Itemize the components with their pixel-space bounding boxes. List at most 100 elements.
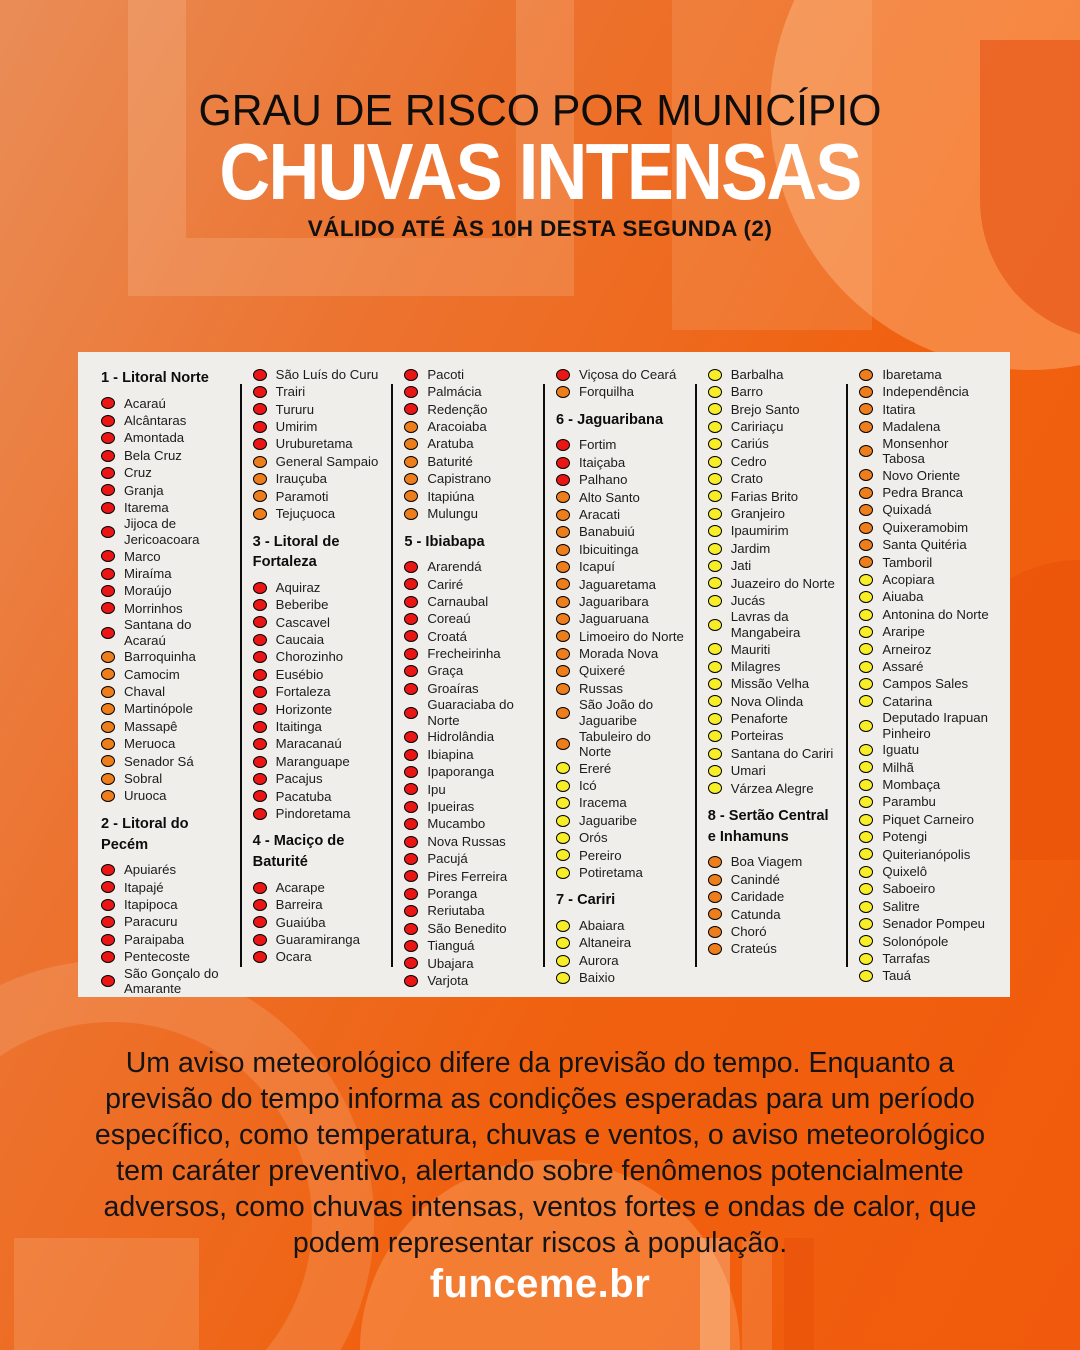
risk-dot-red-icon — [252, 738, 267, 751]
municipality-item: Aracoiaba — [404, 418, 534, 435]
municipality-item: Uruburetama — [252, 436, 383, 453]
risk-dot-red-icon — [404, 647, 419, 660]
municipality-item: São Luís do Curu — [252, 366, 383, 383]
municipality-item: Saboeiro — [859, 880, 989, 897]
municipality-label: General Sampaio — [275, 453, 379, 469]
risk-dot-yellow-icon — [556, 971, 571, 984]
municipality-item: Paraipaba — [101, 931, 231, 948]
municipality-item: Apuiarés — [101, 861, 231, 878]
risk-dot-orange-icon — [404, 420, 419, 433]
risk-dot-yellow-icon — [707, 542, 722, 555]
municipality-item: Quixeramobim — [859, 519, 989, 536]
municipality-label: Baixio — [579, 970, 615, 986]
warning-explanation: Um aviso meteorológico difere da previsã… — [94, 1047, 986, 1259]
municipality-item: Deputado Irapuan Pinheiro — [859, 710, 989, 741]
municipality-label: Granja — [124, 482, 164, 498]
municipality-label: Guaraciaba do Norte — [427, 697, 514, 728]
municipality-label: Ibiapina — [427, 746, 474, 762]
risk-dot-red-icon — [556, 368, 571, 381]
municipality-item: Parambu — [859, 794, 989, 811]
municipality-label: Granjeiro — [730, 506, 785, 522]
municipality-label: Palhano — [579, 472, 628, 488]
risk-dot-red-icon — [252, 951, 267, 964]
risk-dot-red-icon — [252, 651, 267, 664]
municipality-item: Nova Olinda — [707, 693, 838, 710]
risk-dot-yellow-icon — [859, 865, 874, 878]
risk-dot-yellow-icon — [859, 660, 874, 673]
municipality-item: Independência — [859, 383, 989, 400]
risk-dot-red-icon — [252, 933, 267, 946]
municipality-item: Jaguaruana — [556, 610, 686, 627]
risk-dot-orange-icon — [252, 455, 267, 468]
municipality-label: Aquiraz — [275, 579, 321, 595]
risk-dot-yellow-icon — [707, 386, 722, 399]
risk-dot-orange-icon — [859, 445, 874, 458]
risk-dot-yellow-icon — [707, 455, 722, 468]
risk-dot-red-icon — [252, 368, 267, 381]
municipality-label: Redenção — [427, 401, 488, 417]
risk-dot-red-icon — [252, 685, 267, 698]
risk-dot-yellow-icon — [707, 643, 722, 656]
validity-subtitle: VÁLIDO ATÉ ÀS 10H DESTA SEGUNDA (2) — [307, 216, 773, 241]
municipality-label: Arneiroz — [882, 641, 932, 657]
municipality-label: Guaramiranga — [275, 931, 360, 947]
municipality-label: Deputado Irapuan Pinheiro — [882, 710, 988, 741]
municipality-label: Guaiúba — [275, 914, 326, 930]
risk-dot-red-icon — [404, 939, 419, 952]
risk-dot-red-icon — [556, 473, 571, 486]
municipality-label: Pereiro — [579, 847, 622, 863]
risk-dot-red-icon — [404, 578, 419, 591]
municipality-label: Catarina — [882, 693, 933, 709]
municipality-label: Jaguaribara — [579, 593, 649, 609]
municipality-label: Beberibe — [275, 597, 329, 613]
municipality-item: Aurora — [556, 952, 686, 969]
municipality-label: Tauá — [882, 968, 911, 984]
risk-column: 1 - Litoral Norte Acaraú Alcântaras Amontad… — [90, 364, 240, 996]
municipality-item: Santana do Acaraú — [101, 617, 231, 648]
municipality-label: Tamboril — [882, 554, 933, 570]
municipality-label: Paracuru — [124, 914, 178, 930]
municipality-item: Pedra Branca — [859, 484, 989, 501]
municipality-item: Granja — [101, 482, 231, 499]
risk-dot-red-icon — [404, 765, 419, 778]
municipality-label: Icó — [579, 777, 597, 793]
risk-dot-red-icon — [252, 403, 267, 416]
municipality-item: Aquiraz — [252, 579, 383, 596]
risk-dot-yellow-icon — [707, 619, 722, 632]
municipality-item: Guaraciaba do Norte — [404, 697, 534, 728]
municipality-label: Marco — [124, 548, 161, 564]
municipality-item: Tarrafas — [859, 950, 989, 967]
risk-dot-orange-icon — [404, 507, 419, 520]
municipality-item: Miraíma — [101, 565, 231, 582]
municipality-label: Acarape — [275, 879, 325, 895]
municipality-label: Sobral — [124, 770, 163, 786]
risk-dot-red-icon — [101, 466, 115, 479]
municipality-label: Alto Santo — [579, 489, 640, 505]
municipality-label: Forquilha — [579, 384, 634, 400]
municipality-label: Caucaia — [275, 632, 325, 648]
municipality-label: Milagres — [730, 658, 781, 674]
municipality-item: Araripe — [859, 623, 989, 640]
risk-dot-orange-icon — [556, 630, 571, 643]
risk-dot-yellow-icon — [707, 490, 722, 503]
municipality-item: Itapajé — [101, 879, 231, 896]
municipality-item: Russas — [556, 680, 686, 697]
municipality-item: Senador Sá — [101, 753, 231, 770]
municipality-label: Camocim — [124, 666, 180, 682]
municipality-item: Catunda — [707, 906, 838, 923]
municipality-item: Guaramiranga — [252, 931, 383, 948]
risk-dot-red-icon — [252, 668, 267, 681]
municipality-label: Brejo Santo — [730, 401, 800, 417]
risk-dot-red-icon — [404, 368, 419, 381]
risk-dot-orange-icon — [404, 455, 419, 468]
municipality-item: Varjota — [404, 972, 534, 989]
municipality-label: Limoeiro do Norte — [579, 628, 684, 644]
risk-dot-yellow-icon — [859, 591, 874, 604]
municipality-label: Varjota — [427, 972, 469, 988]
municipality-item: Alcântaras — [101, 412, 231, 429]
risk-dot-red-icon — [404, 731, 419, 744]
region-header: 5 - Ibiabapa — [404, 533, 485, 550]
municipality-item: Várzea Alegre — [707, 780, 838, 797]
municipality-label: Fortaleza — [275, 684, 331, 700]
risk-dot-yellow-icon — [556, 779, 571, 792]
